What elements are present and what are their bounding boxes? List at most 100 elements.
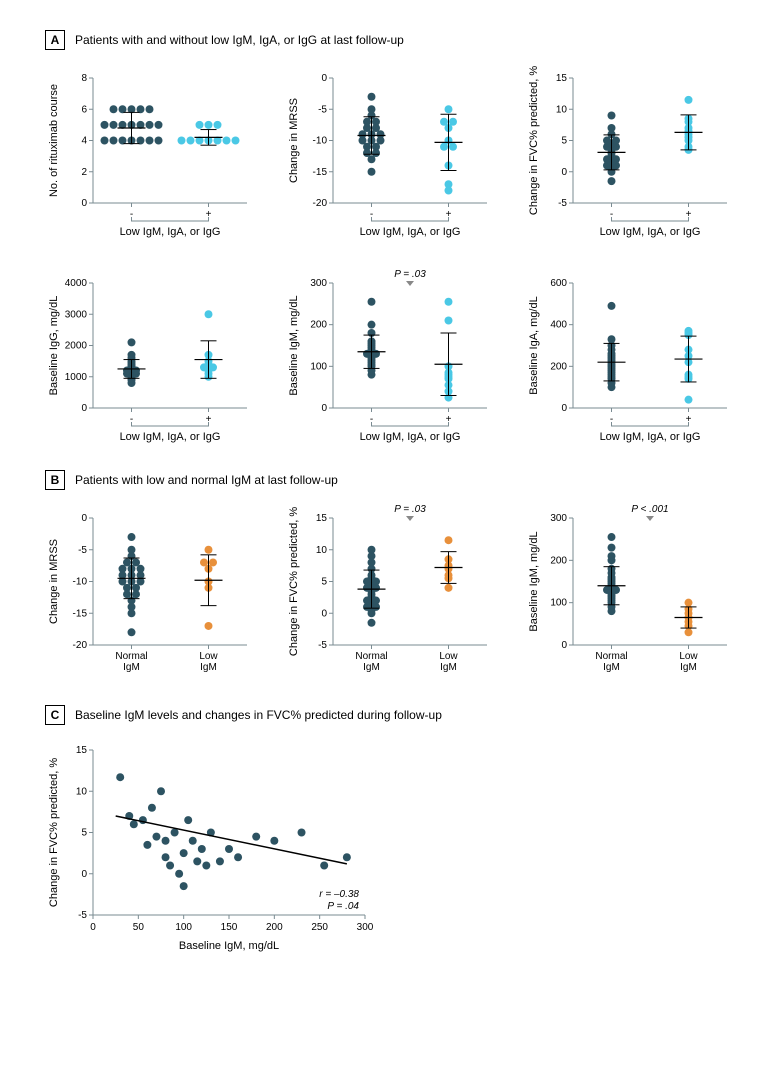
svg-text:Baseline IgA, mg/dL: Baseline IgA, mg/dL: [528, 296, 540, 394]
chart-A3: -5051015Change in FVC% predicted, %-+Low…: [525, 60, 735, 245]
svg-text:r = –0.38: r = –0.38: [319, 889, 359, 900]
svg-text:No. of rituximab course: No. of rituximab course: [48, 84, 60, 197]
svg-text:P < .001: P < .001: [631, 504, 668, 515]
svg-text:0: 0: [561, 640, 567, 651]
svg-text:0: 0: [561, 167, 567, 178]
svg-text:15: 15: [556, 73, 568, 84]
svg-text:Low IgM, IgA, or IgG: Low IgM, IgA, or IgG: [360, 431, 461, 443]
svg-text:10: 10: [316, 545, 328, 556]
svg-text:IgM: IgM: [123, 662, 140, 673]
svg-text:-5: -5: [318, 104, 327, 115]
svg-text:300: 300: [550, 513, 567, 524]
svg-text:Normal: Normal: [595, 651, 627, 662]
section-header-a: A Patients with and without low IgM, IgA…: [45, 30, 770, 50]
chart-A2: -20-15-10-50Change in MRSS-+Low IgM, IgA…: [285, 60, 495, 245]
svg-text:2000: 2000: [65, 341, 88, 352]
section-header-c: C Baseline IgM levels and changes in FVC…: [45, 705, 770, 725]
svg-text:-10: -10: [73, 577, 88, 588]
svg-text:100: 100: [175, 922, 192, 933]
svg-text:3000: 3000: [65, 309, 88, 320]
svg-text:0: 0: [81, 403, 87, 414]
svg-text:1000: 1000: [65, 372, 88, 383]
svg-text:Low: Low: [439, 651, 458, 662]
svg-text:0: 0: [321, 403, 327, 414]
svg-text:8: 8: [81, 73, 87, 84]
section-title-b: Patients with low and normal IgM at last…: [75, 473, 338, 487]
svg-text:-20: -20: [73, 640, 88, 651]
svg-text:IgM: IgM: [603, 662, 620, 673]
svg-text:100: 100: [310, 361, 327, 372]
svg-text:Low IgM, IgA, or IgG: Low IgM, IgA, or IgG: [120, 226, 221, 238]
svg-text:600: 600: [550, 278, 567, 289]
chart-A6: 0200400600Baseline IgA, mg/dL-+Low IgM, …: [525, 265, 735, 450]
svg-text:0: 0: [321, 73, 327, 84]
chart-B1: -20-15-10-50Change in MRSSNormalIgMLowIg…: [45, 500, 255, 685]
svg-text:5: 5: [561, 136, 567, 147]
svg-text:15: 15: [76, 745, 88, 756]
svg-text:250: 250: [311, 922, 328, 933]
svg-text:300: 300: [310, 278, 327, 289]
svg-text:Low: Low: [199, 651, 218, 662]
section-title-c: Baseline IgM levels and changes in FVC% …: [75, 708, 442, 722]
svg-text:0: 0: [90, 922, 96, 933]
svg-text:Low IgM, IgA, or IgG: Low IgM, IgA, or IgG: [360, 226, 461, 238]
chart-A5: 0100200300Baseline IgM, mg/dL-+Low IgM, …: [285, 265, 495, 450]
svg-text:0: 0: [321, 608, 327, 619]
svg-text:IgM: IgM: [363, 662, 380, 673]
svg-text:200: 200: [550, 361, 567, 372]
chart-B2: -5051015Change in FVC% predicted, %Norma…: [285, 500, 495, 685]
svg-text:-15: -15: [313, 167, 328, 178]
svg-text:4000: 4000: [65, 278, 88, 289]
svg-text:300: 300: [357, 922, 374, 933]
svg-text:IgM: IgM: [680, 662, 697, 673]
svg-text:6: 6: [81, 104, 87, 115]
panel-row-c: -5051015050100150200250300Change in FVC%…: [45, 735, 770, 955]
svg-text:Low IgM, IgA, or IgG: Low IgM, IgA, or IgG: [120, 431, 221, 443]
svg-text:5: 5: [321, 577, 327, 588]
svg-text:10: 10: [76, 786, 88, 797]
svg-text:-15: -15: [73, 608, 88, 619]
svg-text:Low: Low: [679, 651, 698, 662]
svg-text:0: 0: [561, 403, 567, 414]
svg-text:Baseline IgM, mg/dL: Baseline IgM, mg/dL: [288, 295, 300, 395]
svg-text:IgM: IgM: [440, 662, 457, 673]
svg-text:-20: -20: [313, 198, 328, 209]
svg-text:200: 200: [550, 555, 567, 566]
svg-text:P = .03: P = .03: [394, 504, 426, 515]
svg-text:Change in FVC% predicted, %: Change in FVC% predicted, %: [528, 66, 540, 215]
chart-B3: 0100200300Baseline IgM, mg/dLNormalIgMLo…: [525, 500, 735, 685]
svg-text:Change in MRSS: Change in MRSS: [48, 539, 60, 624]
svg-text:Normal: Normal: [115, 651, 147, 662]
svg-text:50: 50: [133, 922, 145, 933]
svg-text:15: 15: [316, 513, 328, 524]
svg-text:100: 100: [550, 598, 567, 609]
svg-text:150: 150: [221, 922, 238, 933]
svg-text:0: 0: [81, 198, 87, 209]
svg-text:-5: -5: [78, 910, 87, 921]
svg-text:-5: -5: [558, 198, 567, 209]
svg-text:Normal: Normal: [355, 651, 387, 662]
svg-text:-5: -5: [318, 640, 327, 651]
svg-text:Low IgM, IgA, or IgG: Low IgM, IgA, or IgG: [600, 226, 701, 238]
section-header-b: B Patients with low and normal IgM at la…: [45, 470, 770, 490]
svg-text:P = .03: P = .03: [394, 269, 426, 280]
svg-text:400: 400: [550, 320, 567, 331]
svg-text:10: 10: [556, 104, 568, 115]
svg-text:Baseline IgM, mg/dL: Baseline IgM, mg/dL: [179, 940, 279, 952]
svg-text:2: 2: [81, 167, 87, 178]
svg-text:IgM: IgM: [200, 662, 217, 673]
svg-text:-5: -5: [78, 545, 87, 556]
svg-text:P = .04: P = .04: [327, 901, 359, 912]
panel-row-a2: 01000200030004000Baseline IgG, mg/dL-+Lo…: [45, 265, 770, 450]
svg-text:Baseline IgM, mg/dL: Baseline IgM, mg/dL: [528, 531, 540, 631]
section-letter-b: B: [45, 470, 65, 490]
svg-text:Change in FVC% predicted, %: Change in FVC% predicted, %: [48, 758, 60, 907]
svg-text:5: 5: [81, 828, 87, 839]
chart-A4: 01000200030004000Baseline IgG, mg/dL-+Lo…: [45, 265, 255, 450]
chart-A1: 02468No. of rituximab course-+Low IgM, I…: [45, 60, 255, 245]
panel-row-b: -20-15-10-50Change in MRSSNormalIgMLowIg…: [45, 500, 770, 685]
svg-text:200: 200: [310, 320, 327, 331]
svg-text:-10: -10: [313, 136, 328, 147]
svg-text:Baseline IgG, mg/dL: Baseline IgG, mg/dL: [48, 296, 60, 396]
svg-text:0: 0: [81, 513, 87, 524]
